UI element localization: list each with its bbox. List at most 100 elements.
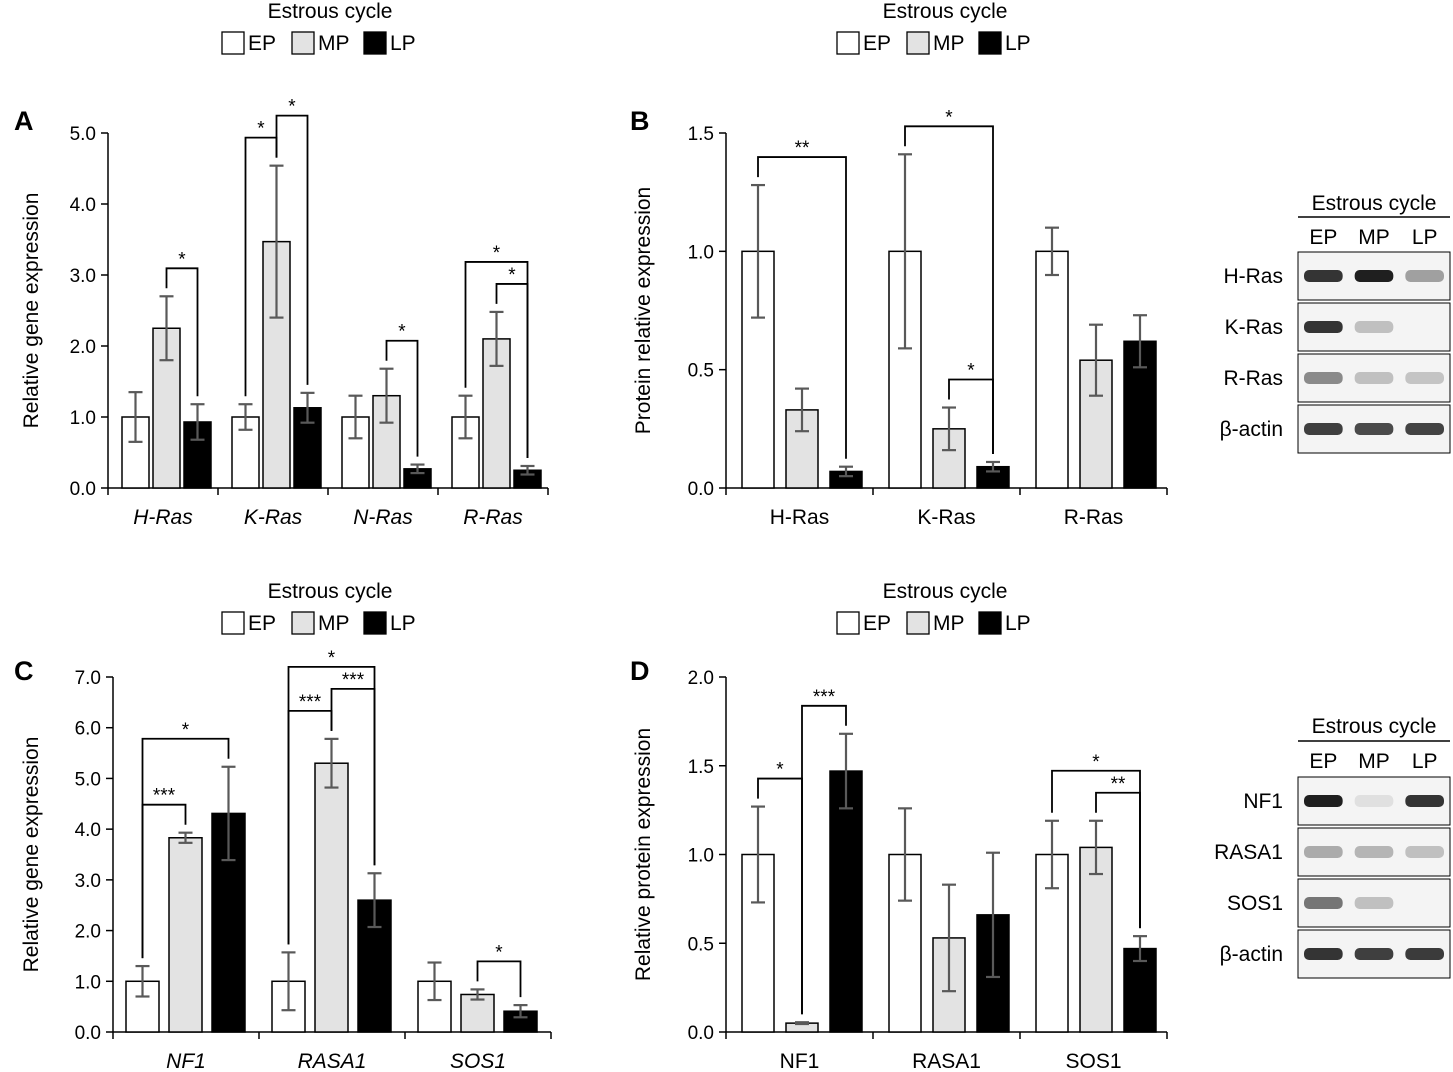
panel-c: C Relative gene expression 0.0 1.0 2.0 3.0 4.0… (14, 648, 552, 1072)
blot-title: Estrous cycle (1312, 715, 1437, 738)
legend-swatch-ep (836, 611, 860, 635)
legend-label-lp: LP (390, 32, 416, 55)
western-blot-b: Estrous cycle EP MP LP H-Ras K-Ras R-Ras β-acti… (1220, 192, 1451, 454)
significance-bracket: * (275, 97, 309, 385)
blot-lane-label: EP (1309, 750, 1337, 773)
error-bar (221, 765, 236, 862)
significance-label: * (508, 265, 516, 286)
bar-sos1-lp (1123, 947, 1157, 1033)
y-tick-label: 0.0 (70, 479, 96, 500)
significance-bracket: * (904, 107, 994, 454)
significance-label: * (776, 760, 784, 781)
error-bar (427, 961, 442, 1002)
x-tick-label: H-Ras (770, 506, 830, 529)
significance-label: * (182, 720, 190, 741)
bar-nf1-mp (168, 837, 203, 1033)
legend-swatch-mp (906, 611, 930, 635)
error-bar (410, 463, 425, 475)
significance-bracket: *** (801, 687, 847, 1015)
legend: Estrous cycle EP MP LP (836, 0, 1031, 55)
error-bar (238, 403, 253, 431)
legend-swatch-mp (291, 31, 315, 55)
y-axis-label: Relative gene expression (20, 193, 43, 429)
significance-label: ** (1111, 774, 1126, 795)
panel-a: A Relative gene expression 0.0 1.0 2.0 3.0 4.0… (14, 97, 549, 529)
error-bar (458, 394, 473, 440)
blot-row-label: K-Ras (1225, 316, 1283, 339)
bracket-line (801, 704, 847, 1015)
bracket-line (165, 267, 199, 397)
blot-band (1304, 897, 1343, 909)
legend-label-mp: MP (318, 612, 350, 635)
blot-band (1304, 321, 1343, 333)
legend: Estrous cycle EP MP LP (221, 580, 416, 635)
blot-band (1304, 948, 1343, 960)
significance-bracket: ** (757, 138, 847, 459)
legend-title: Estrous cycle (883, 580, 1008, 603)
legend-swatch-lp (363, 31, 387, 55)
y-tick-label: 1.0 (688, 846, 714, 867)
legend-label-ep: EP (863, 612, 891, 635)
blot-band (1405, 846, 1444, 858)
blot-band (1304, 372, 1343, 384)
legend-swatch-ep (221, 611, 245, 635)
legend-label-mp: MP (318, 32, 350, 55)
error-bar (1133, 935, 1147, 963)
error-bar (269, 164, 284, 319)
error-bar (839, 732, 853, 810)
legend-label-lp: LP (1005, 32, 1031, 55)
error-bar (489, 310, 504, 367)
x-tick-label: SOS1 (1065, 1050, 1121, 1072)
blot-lane-label: MP (1358, 750, 1390, 773)
y-tick-label: 1.5 (688, 757, 714, 778)
bracket-line (385, 339, 419, 457)
error-bar (135, 964, 150, 998)
y-tick-label: 0.5 (688, 934, 714, 955)
blot-band (1354, 795, 1394, 807)
y-tick-label: 0.0 (688, 1023, 714, 1044)
x-tick-label: H-Ras (133, 506, 193, 529)
blot-row-label: NF1 (1243, 790, 1283, 813)
bar-nf1-lp (829, 770, 863, 1033)
error-bar (1045, 819, 1059, 890)
error-bar (839, 465, 853, 478)
western-blot-d: Estrous cycle EP MP LP NF1 RASA1 SOS1 β-actin (1214, 715, 1451, 979)
blot-lane-label: EP (1309, 226, 1337, 249)
legend-swatch-lp (363, 611, 387, 635)
error-bar (367, 872, 382, 929)
significance-bracket: * (165, 249, 199, 397)
error-bar (300, 391, 315, 424)
error-bar (986, 460, 1000, 473)
blot-band (1304, 270, 1343, 282)
x-tick-label: NF1 (166, 1050, 206, 1072)
x-tick-label: R-Ras (1064, 506, 1124, 529)
blot-row-label: R-Ras (1223, 367, 1283, 390)
blot-band (1354, 948, 1394, 960)
error-bar (986, 851, 1000, 979)
legend-label-lp: LP (390, 612, 416, 635)
error-bar (128, 391, 143, 443)
y-tick-label: 3.0 (75, 871, 101, 892)
blot-band (1304, 423, 1343, 435)
significance-label: * (1092, 752, 1100, 773)
blot-band (1304, 846, 1343, 858)
y-tick-label: 1.0 (688, 242, 714, 263)
x-tick-label: SOS1 (450, 1050, 506, 1072)
error-bar (1133, 314, 1147, 369)
legend-label-ep: EP (248, 612, 276, 635)
blot-band (1405, 948, 1444, 960)
blot-band (1405, 423, 1444, 435)
significance-label: * (398, 322, 406, 343)
blot-row-label: β-actin (1220, 418, 1283, 441)
blot-row-h-ras: H-Ras (1223, 251, 1451, 301)
bracket-line (275, 114, 309, 385)
significance-label: * (967, 361, 975, 382)
bracket-line (904, 125, 994, 454)
error-bar (520, 464, 535, 476)
error-bar (324, 737, 339, 789)
bracket-line (287, 665, 376, 945)
legend: Estrous cycle EP MP LP (836, 580, 1031, 635)
significance-bracket: * (464, 243, 529, 458)
legend-swatch-ep (836, 31, 860, 55)
